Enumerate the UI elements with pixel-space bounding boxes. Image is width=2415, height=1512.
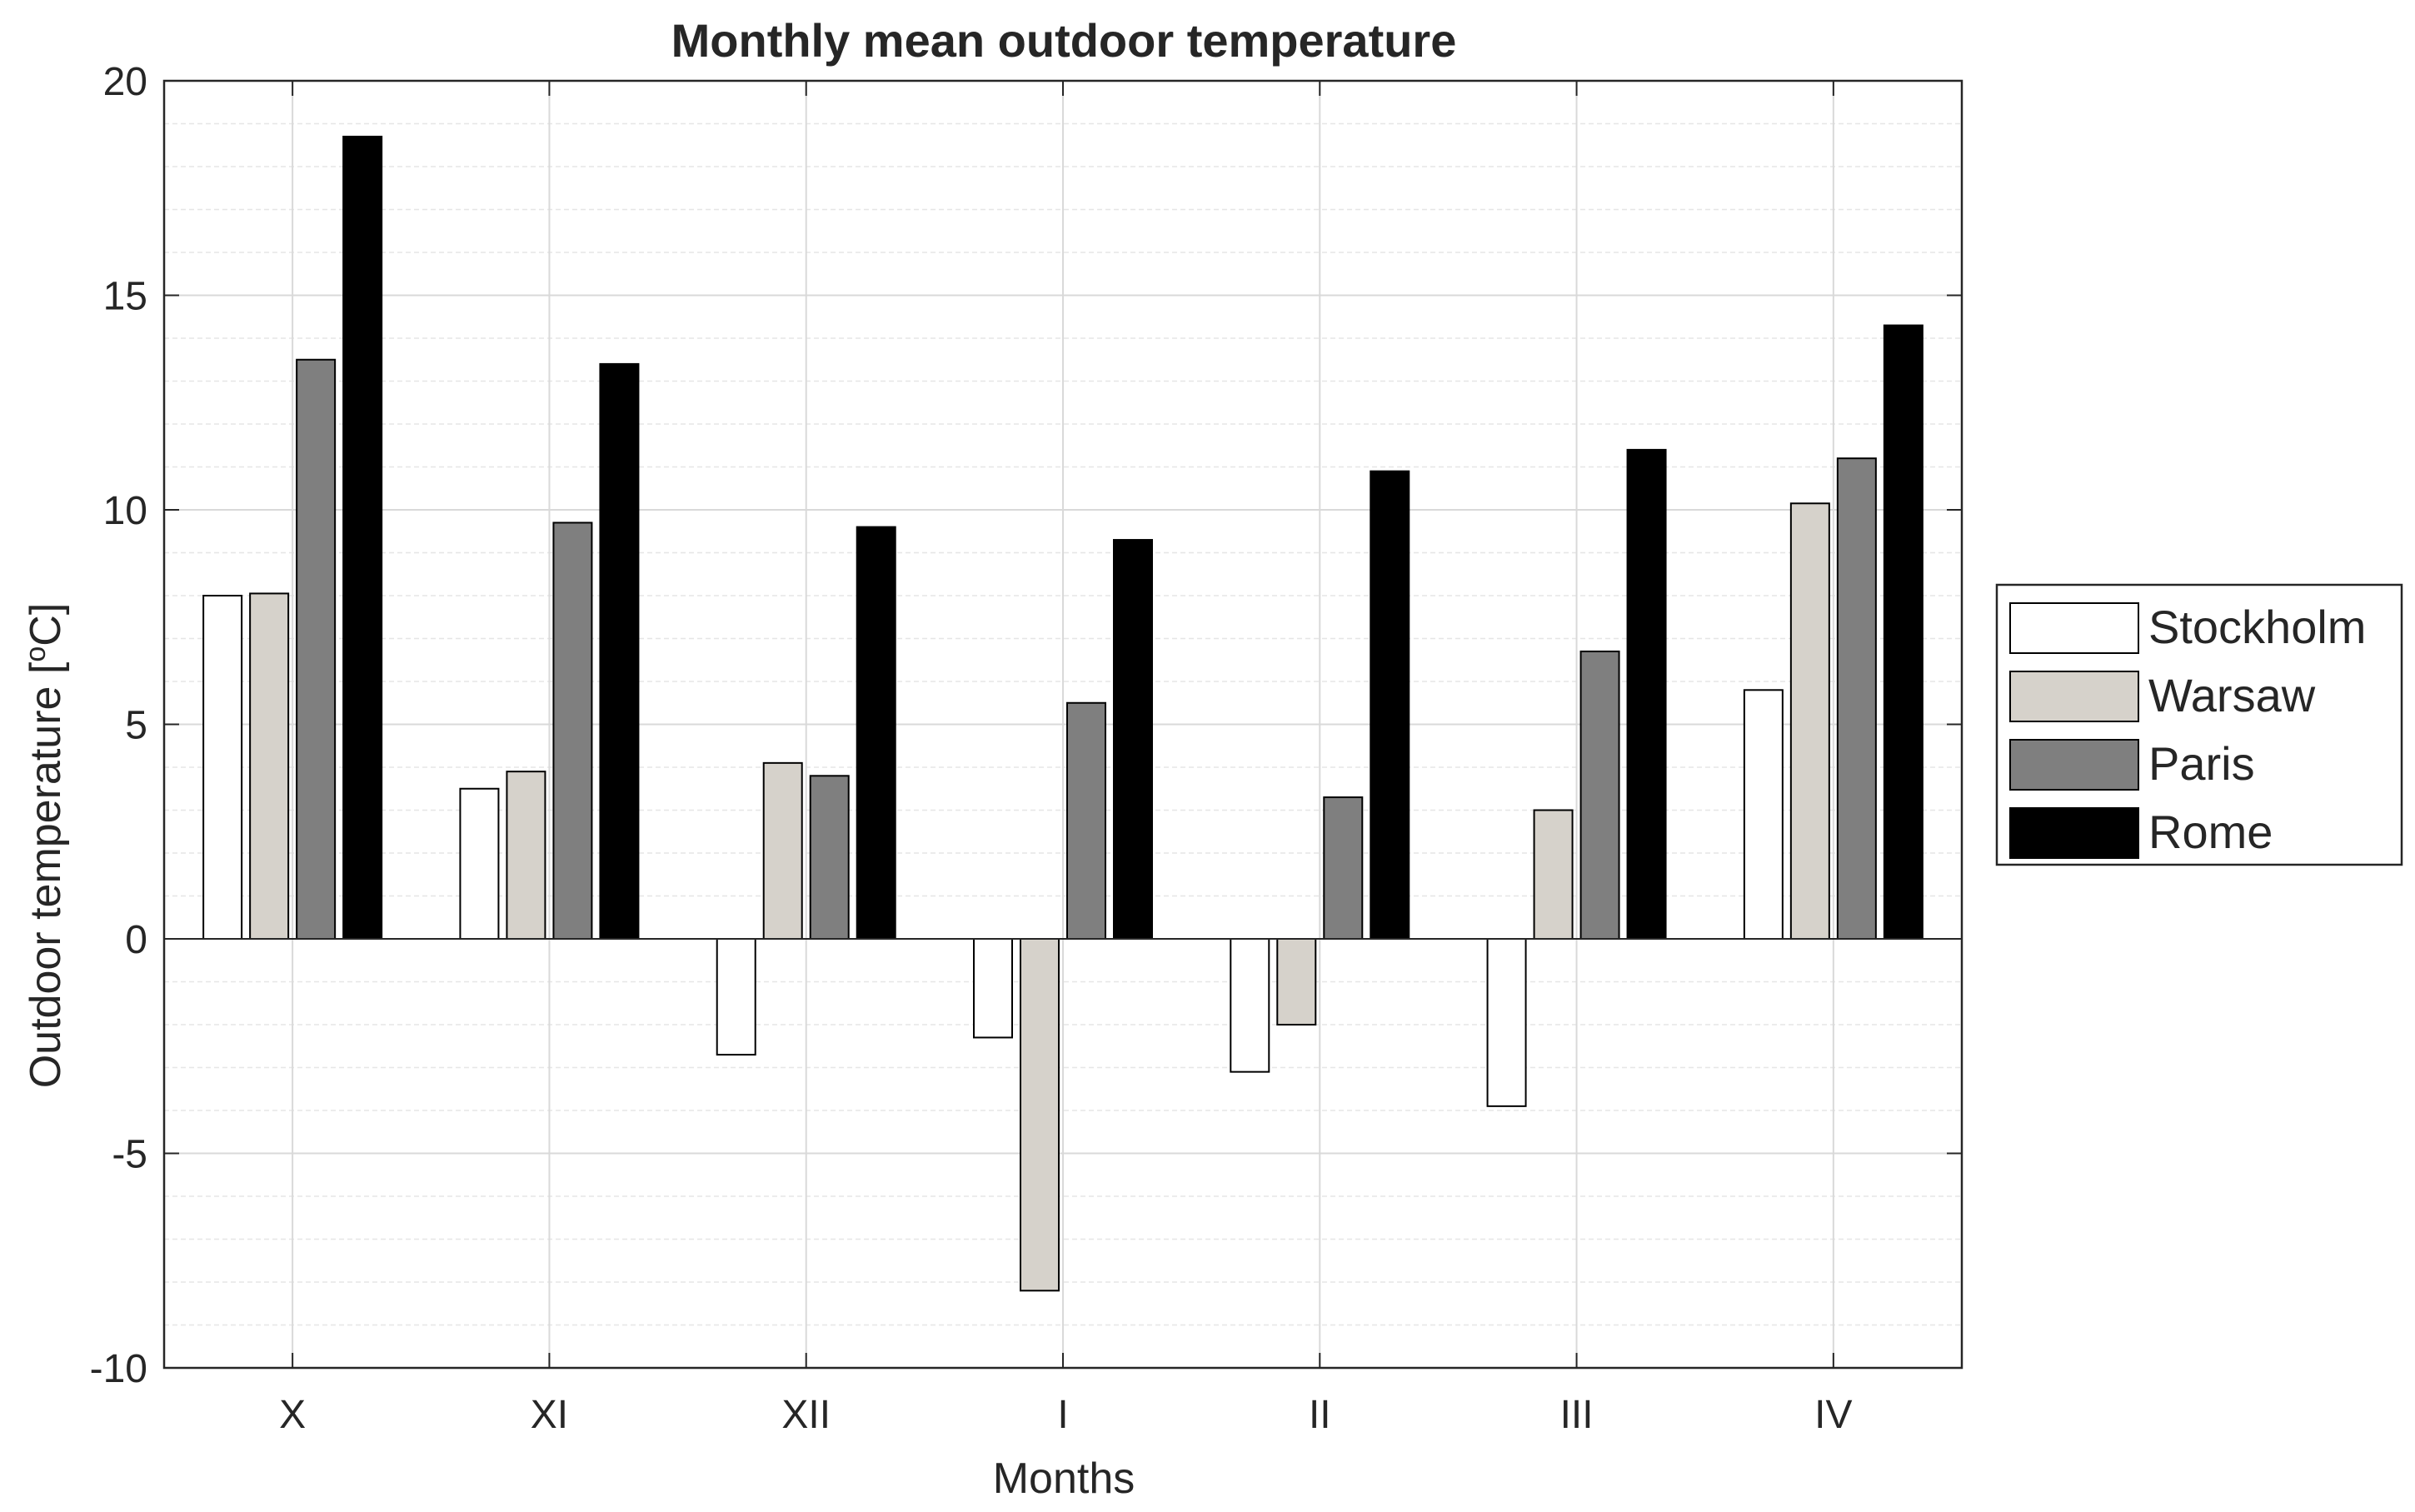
bar-paris-iii xyxy=(1579,650,1620,940)
bar-warsaw-xii xyxy=(762,761,803,940)
bar-rome-iv xyxy=(1883,324,1924,940)
bar-rome-ii xyxy=(1370,470,1410,940)
legend-swatch-stockholm xyxy=(2009,602,2139,654)
x-tick-label: II xyxy=(1309,1393,1331,1437)
bar-paris-xii xyxy=(809,775,850,940)
bar-rome-iii xyxy=(1626,448,1667,940)
bar-paris-iv xyxy=(1836,457,1877,940)
legend-label-stockholm: Stockholm xyxy=(2148,601,2366,653)
bar-rome-i xyxy=(1113,539,1153,940)
chart-title: Monthly mean outdoor temperature xyxy=(671,14,1457,67)
bar-rome-xii xyxy=(856,526,896,940)
bar-warsaw-xi xyxy=(506,771,546,941)
bar-rome-x xyxy=(342,135,383,940)
bar-stockholm-x xyxy=(202,595,243,940)
y-tick-label: 20 xyxy=(103,60,147,104)
bar-warsaw-iii xyxy=(1533,809,1574,940)
y-tick-labels: -10 -5 0 5 10 15 20 xyxy=(90,60,147,1391)
bar-rome-xi xyxy=(599,362,640,940)
legend-swatch-warsaw xyxy=(2009,671,2139,722)
y-tick-label: 15 xyxy=(103,275,147,319)
bar-stockholm-xi xyxy=(459,787,500,940)
bar-warsaw-iv xyxy=(1789,502,1830,940)
bar-warsaw-i xyxy=(1020,938,1060,1292)
bar-stockholm-i xyxy=(973,938,1013,1039)
y-tick-label: 5 xyxy=(125,704,147,748)
legend-label-paris: Paris xyxy=(2148,737,2255,790)
x-axis-label: Months xyxy=(993,1455,1135,1503)
bar-warsaw-x xyxy=(249,592,290,940)
y-tick-label: -5 xyxy=(112,1133,147,1177)
legend-swatch-rome xyxy=(2009,807,2139,859)
y-tick-label: 0 xyxy=(125,918,147,962)
legend-label-warsaw: Warsaw xyxy=(2148,669,2316,721)
bar-paris-ii xyxy=(1323,796,1364,940)
x-tick-label: XII xyxy=(781,1393,831,1437)
legend: Stockholm Warsaw Paris Rome xyxy=(1995,583,2403,866)
legend-label-rome: Rome xyxy=(2148,806,2273,858)
y-tick-label: 10 xyxy=(103,489,147,533)
y-axis-label: Outdoor temperature [oC] xyxy=(20,603,70,1089)
bar-paris-i xyxy=(1066,701,1106,940)
x-tick-label: III xyxy=(1560,1393,1594,1437)
x-tick-label: XI xyxy=(531,1393,568,1437)
bar-stockholm-ii xyxy=(1230,938,1270,1073)
bar-stockholm-iv xyxy=(1743,689,1784,940)
legend-swatch-paris xyxy=(2009,739,2139,791)
bar-paris-xi xyxy=(552,521,593,940)
axis-ticks xyxy=(164,80,1962,1369)
bar-warsaw-ii xyxy=(1276,938,1317,1025)
y-tick-label: -10 xyxy=(90,1347,147,1391)
x-tick-labels: X XI XII I II III IV xyxy=(279,1393,1852,1437)
x-tick-label: X xyxy=(279,1393,306,1437)
bar-stockholm-iii xyxy=(1486,938,1527,1107)
x-tick-label: IV xyxy=(1814,1393,1852,1437)
bar-stockholm-xii xyxy=(716,938,756,1056)
bars xyxy=(202,135,1924,1292)
x-tick-label: I xyxy=(1057,1393,1068,1437)
bar-paris-x xyxy=(296,358,337,940)
